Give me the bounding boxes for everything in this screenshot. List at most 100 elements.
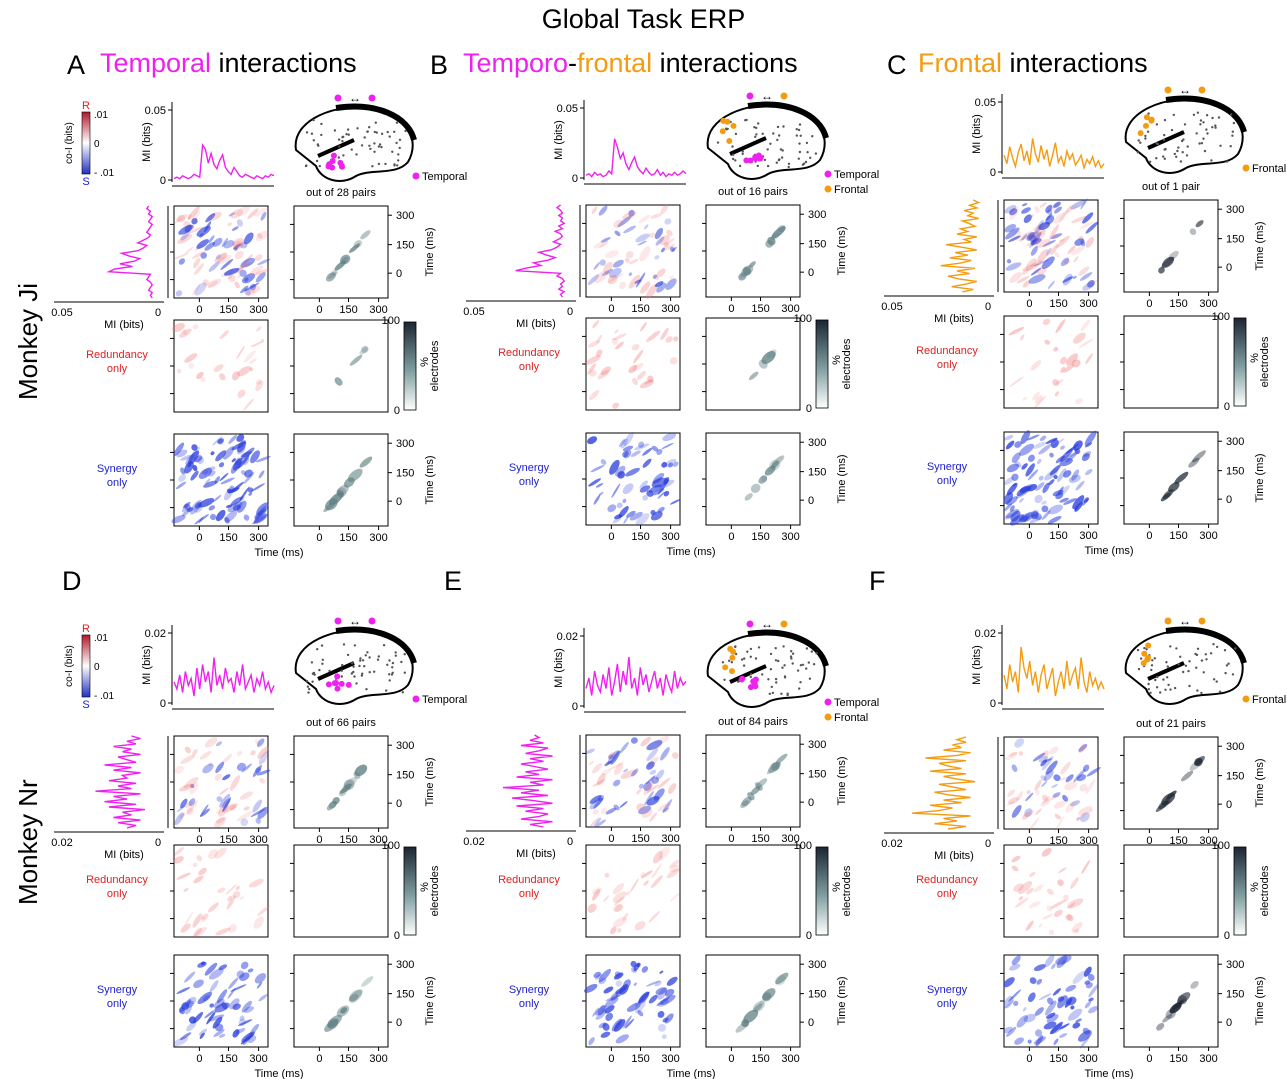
panel-b-coi-map-2-blob [661,442,674,450]
panel-c-coi-map-2-blob [1048,479,1055,486]
panel-d-coi-r: R [82,623,90,635]
panel-e-coi-map-0-blob [593,817,602,828]
panel-e-coi-map-2-blob [603,986,614,994]
panel-b-coi-map-2-blob [595,482,604,488]
panel-f-brain-site [1155,686,1159,689]
panel-a-coi-map-2-blob [240,447,255,460]
panel-c-coi-map-0-blob [1028,237,1039,248]
panel-f-coi-map-1-blob [1042,913,1054,920]
panel-e-coi-map-2-blob [664,988,675,997]
panel-a-coi-map-0-blob [241,273,256,284]
panel-f-brain-site [1175,647,1178,650]
panel-f-coi-map-2-blob [1061,959,1066,965]
panel-d-brain-site [364,654,367,657]
panel-b-brain-site [797,128,801,132]
panel-c-brain-site [1164,147,1167,151]
panel-b-coi-map-0-blob [593,240,609,249]
panel-e-brain-site [805,667,808,670]
panel-d-coi-colorbar [81,634,91,698]
panel-c-coi-map-2-blob [1074,448,1081,455]
panel-b-time-right-2-label: 150 [808,467,826,479]
panel-a-coi-map-2-blob [184,461,194,474]
panel-b-mi-ylabel: MI (bits) [553,120,565,160]
panel-c-coi-map-0-blob [1028,230,1041,241]
panel-f-brain-site [1151,659,1154,662]
panel-a-brain-site [305,164,308,167]
panel-e-pct-map-2 [705,954,801,1048]
panel-a-coi-map-0-blob [257,258,271,266]
panel-c-coi-map-2-blob [1005,509,1019,519]
panel-b-brain-site [741,152,744,156]
panel-b-pct-blobs-2-mark [769,459,781,471]
panel-a-brain-site [346,128,350,131]
panel-f-coi-map-1-blob [1066,898,1084,909]
panel-d-brain-site [385,689,388,692]
panel-d-coi-map-2-blob [232,1003,241,1010]
panel-f-coi-map-2-blob [1029,977,1037,984]
panel-c-coi-map-0-blob [1085,221,1099,234]
panel-f-coi-map-0-blob [1040,775,1047,781]
panel-e-brain-site [808,677,812,680]
panel-c-coi-map-0-blob [1039,202,1047,208]
panel-b-coi-map-2-blob [638,441,645,448]
panel-f-coi-map-1-blob [1013,883,1024,892]
panel-d-coi-map-2-blob [213,1029,225,1037]
panel-e-coi-map-2-blob [598,1022,607,1029]
panel-a-coi-map-2-blob [191,444,198,451]
panel-e-coi-map-1-blob [648,911,660,923]
panel-f-coi-map-0-blob [1011,804,1022,818]
panel-a-pct-blobs-2-mark [347,468,363,482]
panel-e-coi-map-2-blob [631,966,637,973]
panel-e-coi-map-2-blob [648,994,658,1004]
panel-d-coi-map-0-blob [180,754,196,764]
panel-a-brain-temporal-site [330,152,337,159]
panel-d-brain-site [365,688,368,691]
panel-c-coi-map-0-blob [1056,235,1070,248]
panel-f-brain-site [1216,645,1219,649]
panel-e-coi-map-1-blob [604,872,610,878]
panel-d-mi2-xlabel: MI (bits) [104,849,144,861]
panel-d-brain-sulcus [317,661,355,681]
panel-a-coi-map-0-blob [208,261,220,272]
panel-c-time-right-2-label: 0 [1226,494,1232,506]
panel-e-coi-map-0-blob [638,805,652,815]
panel-e-time-bottom-top-label: 0 [608,833,614,845]
panel-a-brain-site [388,135,391,138]
panel-e-coi-map-0-blob [672,752,679,759]
panel-a-brain-temporal-site [326,161,333,168]
panel-d-coi-map-0-blob [258,758,268,766]
panel-f-brain-site [1145,648,1148,651]
panel-a-coi-map-1-blob [213,364,224,372]
panel-d-coi-map-0-blob [215,761,225,774]
panel-d-coi-map-2-blob [206,1011,216,1025]
panel-e-coi-map-0-blob [662,799,673,813]
panel-c-coi-map-2-blob [1053,474,1058,480]
panel-d-brain-site [400,660,403,664]
panel-c-brain-site [1146,130,1150,133]
panel-a-brain-site [337,156,341,159]
panel-b-brain-site [798,150,802,154]
panel-e-brain-site [774,677,778,681]
panel-d-coi-map-2-blob [208,1014,225,1022]
panel-f-coi-map-2-blob [1067,1008,1083,1021]
panel-e-brain-site [730,661,733,664]
panel-f-brain-frontal-site [1145,642,1152,649]
panel-d-coi-map-0-blob [250,750,256,756]
panel-a-coi-map-0-blob [177,214,186,223]
panel-d-time-right-2-label: 0 [396,1017,402,1029]
panel-b-brain-site [814,152,818,155]
panel-f-coi-map-0-blob [1025,792,1034,802]
panel-b-coi-map-0-blob [608,273,624,282]
panel-d-brain-site [391,671,394,674]
panel-f-coi-map-0-blob [1054,816,1064,832]
panel-f-coi-map-2-blob [1059,1023,1070,1030]
panel-a-synergy-label: Synergy [97,463,138,475]
panel-c-coi-map-1-blob [1030,360,1042,371]
panel-c-coi-map-2-blob [1065,450,1079,463]
panel-a-brain-site [373,150,376,153]
panel-c-pct-blobs-0-mark [1189,228,1197,236]
panel-a-coi-tick: .01 [94,110,108,121]
panel-c-coi-map-2-blob [1042,482,1050,494]
panel-d-brain-site [359,659,362,662]
panel-e-coi-map-0-blob [667,783,677,794]
